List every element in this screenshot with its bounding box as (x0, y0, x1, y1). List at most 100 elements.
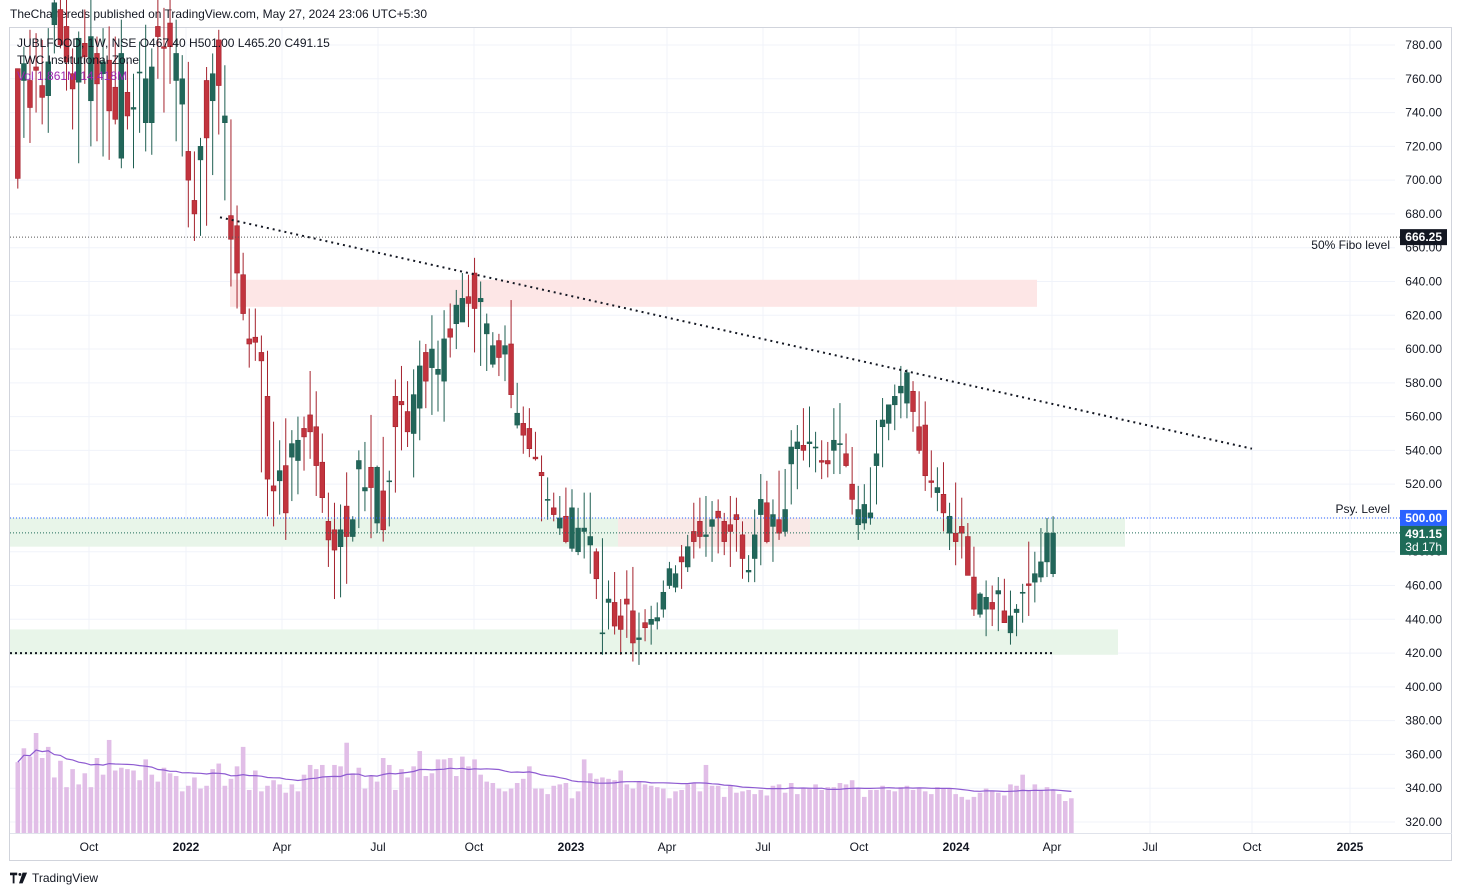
tradingview-brand: TradingView (32, 871, 99, 885)
price-tick: 740.00 (1405, 106, 1442, 120)
candle-body (764, 502, 770, 542)
volume-bar (557, 784, 563, 833)
volume-bar (393, 789, 398, 833)
time-tick: Jul (370, 840, 385, 854)
candle-body (124, 91, 131, 117)
candle-body (350, 519, 356, 537)
volume-bar (253, 770, 258, 833)
volume-bar (460, 756, 465, 833)
volume-bar (600, 777, 605, 833)
volume-bar (374, 781, 380, 833)
candle-body (33, 66, 39, 71)
volume-bar (423, 776, 429, 833)
volume-bar (721, 796, 727, 833)
candle-body (563, 515, 569, 542)
volume-bar (831, 787, 837, 833)
volume-bar (1008, 784, 1013, 833)
volume-bar (606, 778, 611, 833)
price-tick: 340.00 (1405, 781, 1442, 795)
candles (15, 0, 1056, 665)
volume-bar (843, 784, 849, 833)
candle-body (490, 345, 496, 365)
volume-bar (289, 784, 295, 833)
volume-bar (922, 791, 928, 833)
candle-body (1038, 561, 1044, 578)
volume-bar (112, 770, 118, 833)
volume-bar (1026, 789, 1032, 833)
candle-body (465, 296, 472, 304)
candle-body (276, 470, 283, 482)
volume-bar (673, 791, 678, 833)
volume-bar (825, 787, 831, 833)
volume-bar (764, 795, 770, 833)
volume-bar (228, 778, 234, 833)
volume-bar (350, 773, 356, 833)
volume-bar (935, 787, 940, 833)
volume-bar (947, 788, 952, 833)
candle-body (587, 536, 593, 546)
volume-bar (545, 794, 550, 833)
candle-body (776, 519, 782, 534)
time-tick: 2025 (1337, 840, 1364, 854)
candle-body (672, 573, 679, 588)
volume-bar (1014, 785, 1019, 833)
volume-bar (161, 767, 167, 833)
psy-price-value: 500.00 (1405, 511, 1442, 525)
candle-body (557, 517, 563, 529)
volume-ma-line (17, 749, 1072, 793)
last-price-value: 491.15 (1405, 527, 1442, 541)
volume-bar (715, 785, 721, 833)
time-tick: Apr (273, 840, 292, 854)
time-tick: 2023 (558, 840, 585, 854)
candle-body (691, 531, 697, 542)
candle-body (599, 632, 606, 635)
volume-bar (15, 762, 21, 833)
candle-body (496, 340, 502, 358)
candle-body (429, 348, 435, 368)
candle-body (15, 68, 21, 179)
volume-bar (301, 774, 307, 833)
volume-bar (862, 796, 867, 833)
volume-bar (484, 781, 490, 833)
volume-bar (466, 766, 471, 833)
candle-body (27, 80, 33, 108)
time-tick: Oct (1243, 840, 1262, 854)
volume-bar (496, 788, 502, 833)
volume-bar (198, 788, 203, 833)
institutional-zones (10, 279, 1125, 655)
time-tick: Apr (658, 840, 677, 854)
candle-body (733, 514, 740, 520)
candle-body (240, 274, 246, 314)
candle-body (812, 446, 819, 449)
volume-bar (441, 759, 447, 833)
candle-body (106, 59, 112, 112)
volume-bar (941, 788, 946, 833)
volume-bar (405, 777, 410, 833)
candle-body (1032, 573, 1038, 583)
candle-body (624, 598, 630, 605)
candle-body (289, 443, 295, 458)
fibo-level-text: 50% Fibo level (1311, 238, 1390, 252)
price-axis: 320.00 340.00 360.00 380.00 400.00 420.00 440.… (1405, 38, 1442, 829)
volume-bar (539, 788, 544, 833)
volume-bar (667, 798, 672, 833)
volume-bar (551, 785, 557, 833)
psy-level-text: Psy. Level (1336, 502, 1390, 516)
candle-body (520, 423, 526, 436)
volume-bar (575, 791, 581, 833)
candle-body (983, 597, 989, 610)
volume-bar (837, 783, 843, 833)
candle-body (100, 61, 106, 75)
volume-bar (807, 788, 812, 833)
volume-bar (874, 789, 879, 833)
volume-bar (624, 784, 630, 833)
volume-bar (855, 788, 861, 833)
candle-body (898, 385, 904, 394)
candle-body (697, 521, 703, 537)
volume-bar (630, 788, 636, 833)
volume-bar (58, 760, 63, 833)
candle-body (971, 576, 977, 610)
candle-body (922, 424, 928, 477)
candle-body (800, 445, 807, 451)
